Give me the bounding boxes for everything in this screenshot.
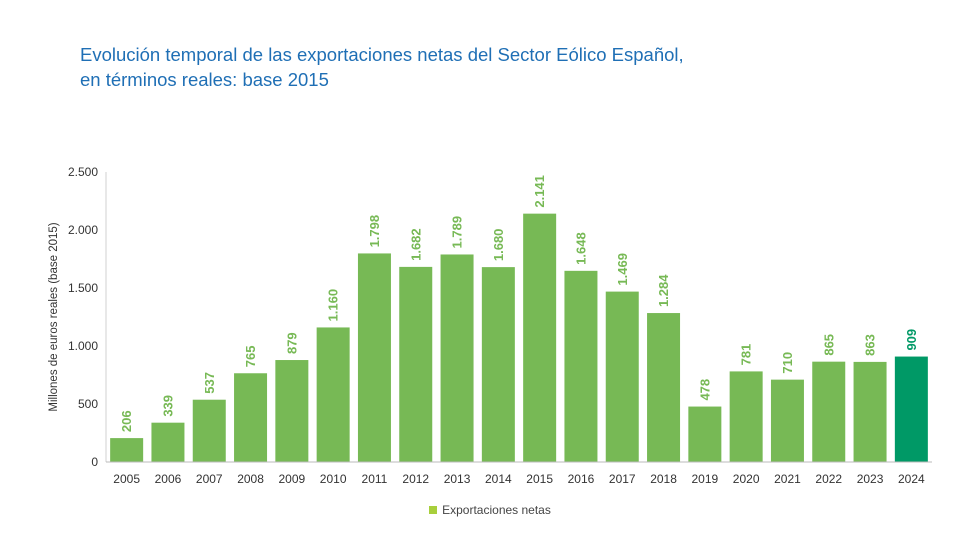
x-tick-label: 2007 bbox=[196, 472, 223, 486]
data-label-2020: 781 bbox=[739, 344, 754, 366]
bar-2009 bbox=[275, 360, 309, 462]
chart-title: Evolución temporal de las exportaciones … bbox=[80, 42, 900, 92]
bar-2007 bbox=[192, 399, 226, 462]
data-label-2021: 710 bbox=[780, 352, 795, 374]
bars: 206 339 537 765 879 1.160 1.798 1.682 1.789 1.680… bbox=[110, 175, 928, 462]
bar-2006 bbox=[151, 422, 185, 462]
y-tick-label: 500 bbox=[78, 397, 98, 411]
bar-2021 bbox=[770, 379, 804, 462]
x-tick-label: 2005 bbox=[113, 472, 140, 486]
data-label-2006: 339 bbox=[160, 395, 175, 417]
bar-2017 bbox=[605, 291, 639, 462]
x-axis: 2005 2006 2007 2008 2009 2010 2011 2012 2013 2014… bbox=[106, 461, 932, 486]
x-tick-label: 2020 bbox=[733, 472, 760, 486]
y-tick-label: 2.500 bbox=[68, 165, 98, 179]
bar-2015 bbox=[523, 213, 557, 462]
bar-2012 bbox=[399, 266, 433, 462]
y-axis: 0 500 1.000 1.500 2.000 2.500 Millones de euro… bbox=[48, 165, 107, 469]
x-tick-label: 2014 bbox=[485, 472, 512, 486]
y-tick-label: 1.000 bbox=[68, 339, 98, 353]
data-label-2011: 1.798 bbox=[367, 215, 382, 248]
data-label-2014: 1.680 bbox=[491, 229, 506, 262]
x-tick-label: 2010 bbox=[320, 472, 347, 486]
x-tick-label: 2016 bbox=[568, 472, 595, 486]
chart-title-line1: Evolución temporal de las exportaciones … bbox=[80, 44, 684, 65]
x-tick-label: 2013 bbox=[444, 472, 471, 486]
x-tick-label: 2019 bbox=[691, 472, 718, 486]
x-tick-label: 2006 bbox=[155, 472, 182, 486]
x-tick-label: 2023 bbox=[857, 472, 884, 486]
bar-2024 bbox=[894, 356, 928, 462]
data-label-2009: 879 bbox=[284, 332, 299, 354]
bar-2019 bbox=[688, 406, 722, 462]
bar-2020 bbox=[729, 371, 763, 462]
data-label-2015: 2.141 bbox=[532, 175, 547, 208]
x-tick-label: 2008 bbox=[237, 472, 264, 486]
x-tick-label: 2018 bbox=[650, 472, 677, 486]
bar-2022 bbox=[812, 361, 846, 462]
data-label-2013: 1.789 bbox=[450, 216, 465, 249]
data-label-2008: 765 bbox=[243, 346, 258, 368]
data-label-2016: 1.648 bbox=[573, 232, 588, 265]
y-tick-label: 1.500 bbox=[68, 281, 98, 295]
x-tick-label: 2024 bbox=[898, 472, 925, 486]
legend-swatch bbox=[429, 506, 438, 514]
bar-2008 bbox=[234, 373, 268, 462]
x-tick-label: 2011 bbox=[362, 472, 388, 486]
y-tick-label: 2.000 bbox=[68, 223, 98, 237]
x-tick-label: 2009 bbox=[278, 472, 305, 486]
bar-2011 bbox=[357, 253, 391, 462]
bar-2010 bbox=[316, 327, 350, 462]
x-tick-label: 2017 bbox=[609, 472, 636, 486]
chart-title-line2: en términos reales: base 2015 bbox=[80, 69, 329, 90]
y-axis-label: Millones de euros reales (base 2015) bbox=[48, 222, 60, 411]
x-tick-label: 2022 bbox=[815, 472, 842, 486]
x-tick-label: 2021 bbox=[774, 472, 801, 486]
data-label-2012: 1.682 bbox=[408, 228, 423, 261]
data-label-2018: 1.284 bbox=[656, 274, 671, 307]
legend-label: Exportaciones netas bbox=[442, 503, 551, 517]
data-label-2024: 909 bbox=[904, 329, 919, 351]
bar-2018 bbox=[647, 313, 681, 462]
data-label-2010: 1.160 bbox=[326, 289, 341, 322]
x-tick-label: 2015 bbox=[526, 472, 553, 486]
bar-2013 bbox=[440, 254, 474, 462]
x-tick-label: 2012 bbox=[402, 472, 429, 486]
data-label-2023: 863 bbox=[863, 334, 878, 356]
bar-2005 bbox=[110, 438, 144, 462]
data-label-2022: 865 bbox=[821, 334, 836, 356]
data-label-2019: 478 bbox=[697, 379, 712, 401]
data-label-2005: 206 bbox=[119, 410, 134, 432]
data-label-2017: 1.469 bbox=[615, 253, 630, 286]
y-tick-label: 0 bbox=[91, 455, 98, 469]
bar-2014 bbox=[481, 267, 515, 462]
bar-2016 bbox=[564, 270, 598, 462]
bar-2023 bbox=[853, 361, 887, 462]
data-label-2007: 537 bbox=[202, 372, 217, 394]
legend: Exportaciones netas bbox=[0, 503, 980, 517]
